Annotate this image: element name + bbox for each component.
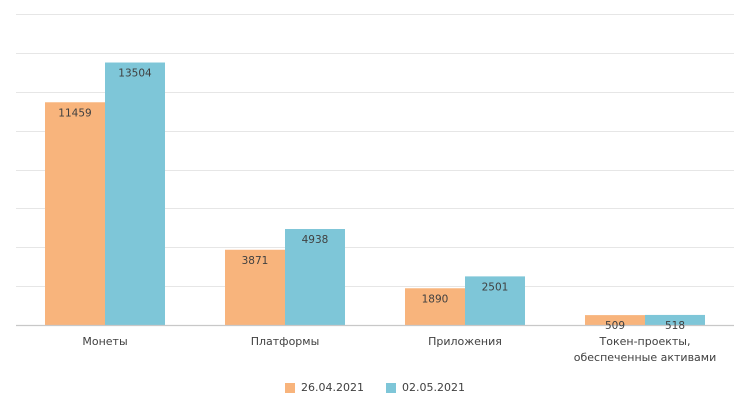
legend-item-series-1: 26.04.2021 <box>285 381 364 394</box>
data-labels: 11459 13504 3871 4938 1890 2501 509 518 <box>58 68 685 333</box>
bar-1-4 <box>585 315 645 325</box>
x-tick-label: Токен-проекты, <box>599 335 691 348</box>
data-label-2-1: 13504 <box>118 68 152 80</box>
legend-label-series-2: 02.05.2021 <box>402 381 465 394</box>
x-tick-label: Приложения <box>428 335 502 348</box>
data-label-1-1: 11459 <box>58 107 91 119</box>
legend-swatch-series-2 <box>386 382 396 393</box>
legend: 26.04.2021 02.05.2021 <box>0 381 750 394</box>
bar-1-1 <box>45 102 105 325</box>
x-tick-label: Монеты <box>82 335 127 348</box>
x-tick-label: Платформы <box>251 335 320 348</box>
bar-1-3 <box>405 288 465 325</box>
bar-2-3 <box>465 276 525 325</box>
legend-swatch-series-1 <box>285 382 296 393</box>
bar-2-2 <box>285 229 345 325</box>
legend-label-series-1: 26.04.2021 <box>301 381 364 394</box>
legend-item-series-2: 02.05.2021 <box>386 381 465 394</box>
data-label-2-4: 518 <box>665 320 685 332</box>
bar-1-2 <box>225 249 285 325</box>
bars <box>45 62 705 326</box>
data-label-1-3: 1890 <box>422 293 449 305</box>
bar-2-4 <box>645 314 705 325</box>
x-tick-labels: Монеты Платформы Приложения Токен-проекты, о… <box>82 335 716 364</box>
data-label-2-3: 2501 <box>482 281 509 293</box>
data-label-2-2: 4938 <box>302 234 329 246</box>
data-label-1-2: 3871 <box>242 255 269 267</box>
bar-2-1 <box>105 62 165 326</box>
x-tick-label: обеспеченные активами <box>574 351 717 364</box>
data-label-1-4: 509 <box>605 320 625 332</box>
